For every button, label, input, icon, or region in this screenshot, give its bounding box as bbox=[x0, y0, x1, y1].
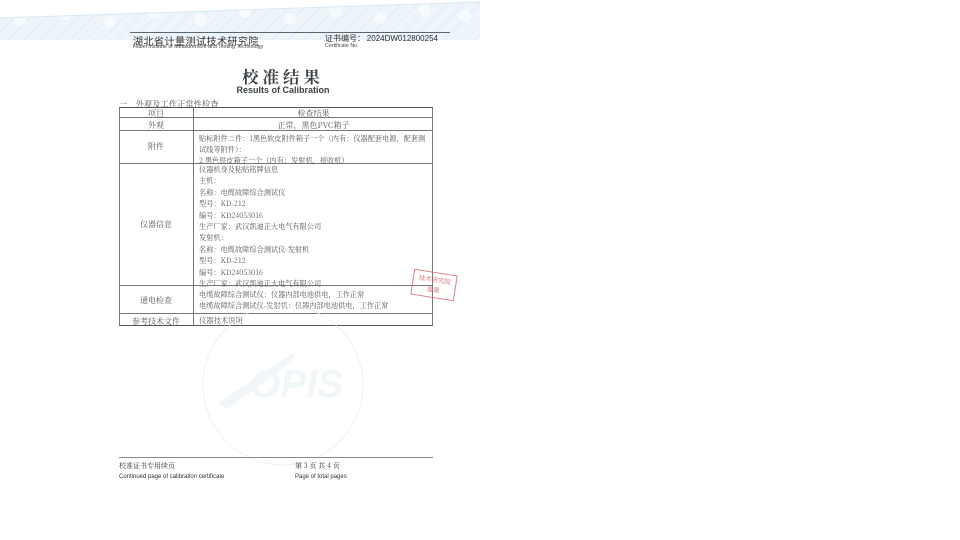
svg-text:OPIS: OPIS bbox=[250, 363, 343, 406]
